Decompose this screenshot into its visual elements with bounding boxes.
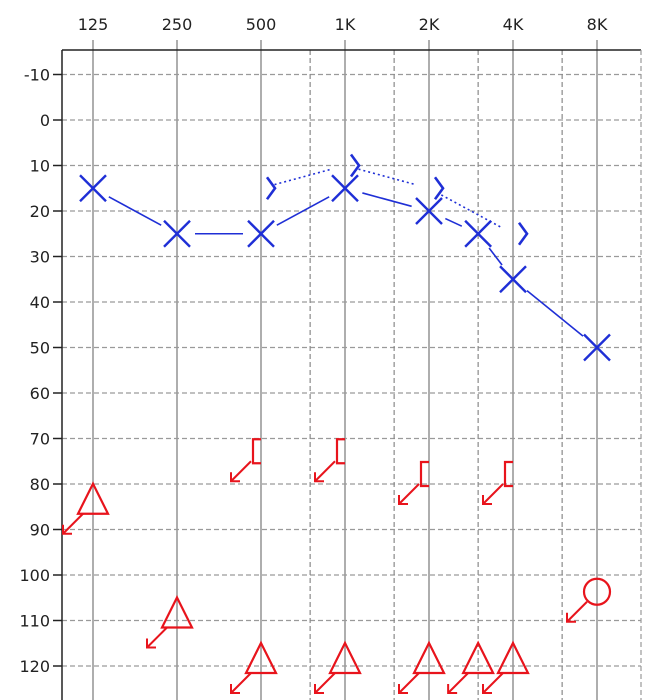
no-response-arrow-shaft [482, 483, 504, 505]
x-tick-label: 2K [419, 15, 440, 34]
x-marker [415, 197, 443, 225]
no-response-arrow-shaft [314, 460, 336, 482]
no-response-arrow-shaft [146, 626, 168, 649]
triangle-no-response-marker [62, 481, 110, 535]
series-line-segment [488, 247, 503, 266]
bracket-marker [433, 176, 445, 201]
y-tick-label: 110 [19, 612, 50, 631]
y-tick-labels: -10 0 10 20 30 40 50 60 70 80 90 100 110 120 [19, 66, 50, 677]
no-response-arrow-shaft [482, 672, 504, 694]
bracket-no-response-marker [398, 460, 429, 505]
series-line-segment [362, 192, 412, 208]
triangle-no-response-marker [482, 640, 530, 694]
series-line-segment [526, 289, 584, 337]
y-tick-label: 100 [19, 566, 50, 585]
x-marker [499, 265, 527, 294]
grid [53, 40, 641, 700]
no-response-arrow-head [398, 684, 408, 694]
no-response-arrow-head [447, 684, 458, 694]
no-response-arrow-shaft [447, 672, 469, 694]
triangle-no-response-marker [146, 595, 194, 649]
no-response-arrow-head [230, 472, 240, 483]
y-tick-label: 80 [30, 475, 50, 494]
no-response-arrow-shaft [62, 513, 84, 535]
y-tick-label: -10 [24, 66, 50, 85]
y-tick-label: 0 [40, 111, 50, 130]
x-tick-label: 500 [246, 15, 277, 34]
x-marker [247, 219, 275, 248]
y-tick-label: 30 [30, 248, 50, 267]
no-response-arrow-head [314, 684, 324, 694]
y-tick-label: 40 [30, 293, 50, 312]
no-response-arrow-shaft [314, 672, 336, 694]
x-tick-label: 125 [78, 15, 109, 34]
x-tick-label: 250 [162, 15, 193, 34]
no-response-arrow-shaft [566, 601, 588, 623]
bracket-no-response-marker [230, 438, 261, 483]
no-response-arrow-shaft [398, 483, 420, 505]
bracket-marker [349, 153, 361, 178]
y-tick-label: 120 [19, 657, 50, 676]
no-response-arrow-shaft [230, 460, 252, 482]
y-tick-label: 10 [30, 157, 50, 176]
plot-area [62, 50, 641, 700]
x-marker [163, 219, 191, 248]
x-marker [464, 219, 492, 248]
series-line-segment [444, 217, 463, 227]
y-tick-label: 60 [30, 384, 50, 403]
no-response-arrow-head [314, 472, 324, 483]
no-response-arrow-head [566, 612, 576, 623]
no-response-arrow-head [230, 684, 240, 694]
no-response-arrow-shaft [230, 672, 252, 694]
triangle-no-response-marker [314, 640, 362, 694]
series-markers [62, 153, 612, 694]
series-line-segment [108, 196, 162, 226]
x-marker [79, 174, 107, 203]
triangle-no-response-marker [398, 640, 446, 694]
circle-no-response-marker [566, 577, 612, 623]
y-tick-label: 20 [30, 202, 50, 221]
x-tick-label: 8K [587, 15, 608, 34]
bracket-marker [265, 176, 277, 201]
no-response-arrow-shaft [398, 672, 420, 694]
plot-frame [61, 49, 642, 700]
no-response-arrow-head [398, 495, 408, 505]
y-tick-label: 70 [30, 430, 50, 449]
y-tick-label: 90 [30, 521, 50, 540]
no-response-arrow-head [146, 638, 156, 649]
y-tick-label: 50 [30, 339, 50, 358]
series-line-segment [276, 196, 330, 226]
no-response-arrow-head [482, 495, 492, 505]
triangle-no-response-marker [230, 640, 278, 694]
x-tick-labels: 125 250 500 1K 2K 4K 8K [78, 15, 608, 34]
x-tick-label: 4K [503, 15, 524, 34]
no-response-arrow-head [62, 524, 72, 535]
x-tick-label: 1K [335, 15, 356, 34]
no-response-arrow-head [482, 684, 492, 694]
bracket-marker [517, 221, 529, 246]
x-marker [583, 333, 611, 362]
bracket-no-response-marker [482, 460, 513, 505]
triangle-no-response-marker [447, 640, 495, 694]
bracket-no-response-marker [314, 438, 345, 483]
x-marker [331, 174, 359, 203]
